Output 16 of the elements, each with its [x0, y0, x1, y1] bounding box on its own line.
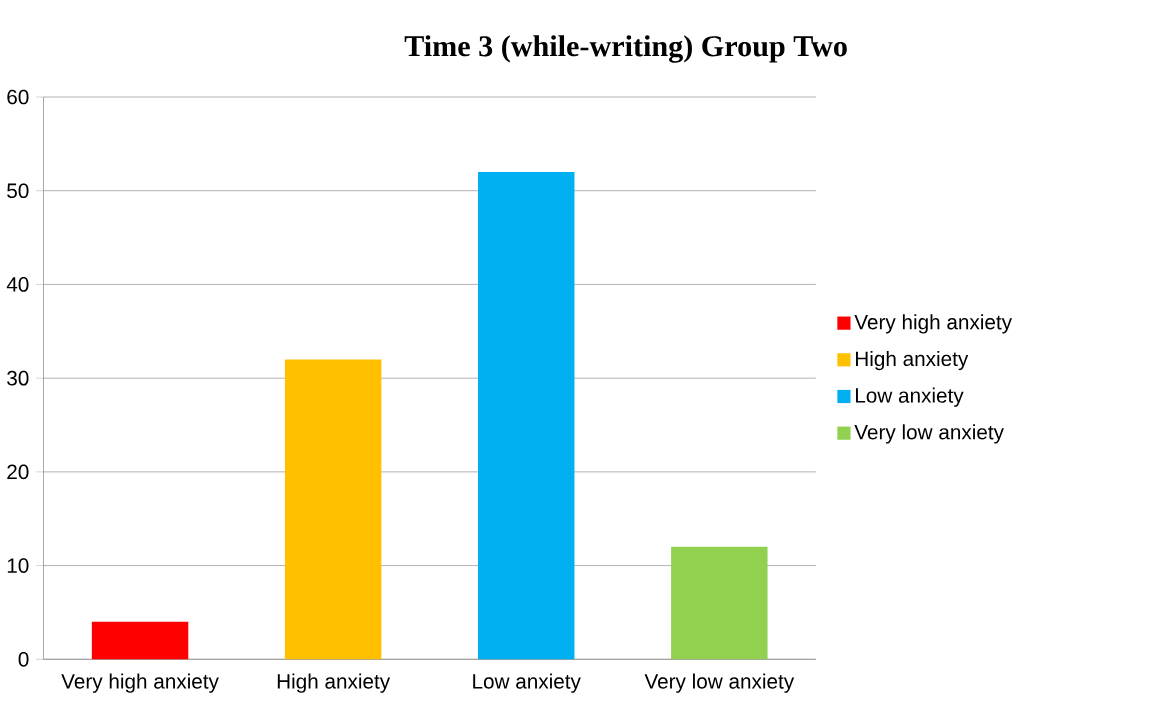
x-tick-label: Very low anxiety — [644, 673, 795, 693]
y-tick-label: 20 — [7, 464, 29, 480]
legend-label: Very low anxiety — [854, 424, 1004, 444]
x-tick-label: Very high anxiety — [61, 673, 219, 693]
y-tick-label: 60 — [7, 89, 29, 105]
y-tick-label: 40 — [6, 277, 29, 292]
legend-label: High anxiety — [856, 351, 969, 371]
y-tick-label: 0 — [18, 652, 29, 667]
x-tick-label: High anxiety — [277, 673, 391, 693]
y-tick-label: 50 — [7, 183, 29, 199]
legend-label: Very high anxiety — [854, 314, 1013, 334]
chart-title: Time 3 (while-writing) Group Two — [404, 35, 847, 63]
y-tick-label: 30 — [7, 370, 29, 386]
x-tick-label: Low anxiety — [473, 673, 581, 693]
legend-label: Low anxiety — [856, 387, 964, 407]
y-tick-label: 10 — [7, 558, 29, 574]
